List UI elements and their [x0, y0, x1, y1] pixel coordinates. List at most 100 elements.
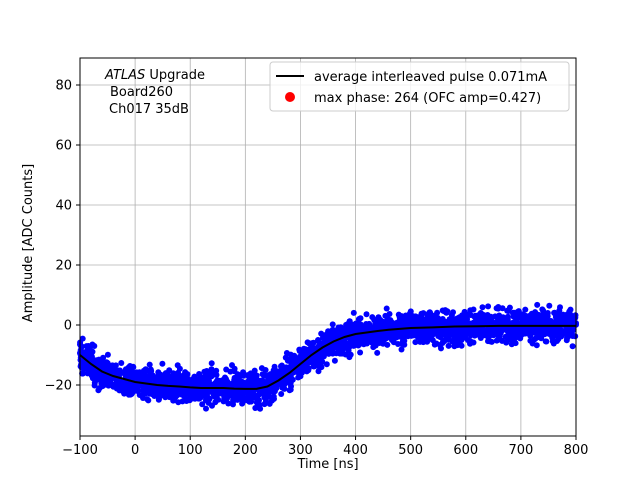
sample-point: [448, 312, 455, 319]
sample-point: [107, 376, 114, 383]
sample-point: [231, 377, 238, 384]
sample-point: [129, 384, 136, 391]
y-tick-label: 20: [55, 259, 72, 274]
sample-point: [538, 335, 545, 342]
sample-point: [289, 376, 296, 383]
sample-point: [194, 394, 200, 401]
sample-point: [372, 320, 379, 327]
x-tick-label: 300: [288, 443, 313, 458]
sample-point: [136, 392, 143, 398]
sample-point: [212, 399, 219, 406]
sample-point: [329, 321, 336, 328]
sample-point: [395, 341, 401, 347]
sample-point: [350, 321, 357, 328]
sample-point: [223, 366, 230, 373]
annotation-channel: Ch017 35dB: [109, 102, 189, 117]
sample-point: [279, 367, 285, 374]
sample-point: [417, 338, 424, 345]
sample-point: [143, 367, 149, 374]
sample-point: [288, 354, 295, 361]
sample-point: [315, 337, 322, 343]
sample-point: [282, 354, 289, 361]
sample-point: [262, 392, 269, 399]
sample-point: [333, 350, 340, 357]
sample-point: [426, 310, 432, 317]
sample-point: [399, 338, 406, 345]
sample-point: [297, 373, 304, 380]
sample-point: [111, 368, 118, 375]
sample-point: [521, 314, 528, 321]
sample-point: [313, 352, 320, 359]
sample-point: [475, 313, 482, 320]
sample-point: [479, 304, 486, 311]
sample-point: [128, 373, 135, 380]
sample-point: [208, 373, 215, 380]
sample-point: [83, 343, 90, 350]
sample-point: [119, 380, 126, 387]
sample-point: [219, 380, 226, 387]
sample-point: [175, 399, 182, 406]
sample-point: [230, 398, 237, 405]
sample-point: [310, 339, 317, 346]
sample-point: [383, 305, 390, 312]
x-tick-label: 400: [343, 443, 368, 458]
sample-point: [421, 321, 428, 328]
sample-point: [271, 395, 277, 402]
plot-frame: [79, 57, 577, 437]
sample-point: [149, 375, 156, 382]
sample-point: [314, 358, 321, 365]
y-tick-label: −20: [45, 379, 72, 394]
sample-point: [110, 383, 117, 390]
plot-area: [77, 301, 579, 412]
sample-point: [196, 371, 203, 377]
sample-point: [285, 375, 292, 382]
sample-point: [137, 374, 144, 381]
sample-point: [337, 341, 344, 348]
sample-point: [494, 319, 501, 326]
sample-point: [261, 401, 268, 408]
sample-point: [499, 327, 506, 334]
sample-point: [470, 306, 477, 313]
sample-point: [337, 324, 344, 331]
sample-point: [472, 331, 479, 338]
sample-point: [184, 371, 191, 378]
sample-point: [562, 328, 569, 335]
x-tick-label: 0: [131, 443, 139, 458]
sample-scatter: [77, 301, 579, 412]
sample-point: [551, 309, 558, 316]
average-pulse-line: [79, 324, 576, 390]
sample-point: [435, 329, 442, 336]
sample-point: [339, 346, 346, 353]
sample-point: [315, 368, 322, 375]
sample-point: [398, 346, 405, 353]
sample-point: [420, 310, 427, 317]
sample-point: [229, 362, 235, 369]
sample-point: [95, 361, 102, 368]
sample-point: [256, 380, 263, 387]
y-tick-label: 0: [64, 319, 72, 334]
sample-point: [439, 318, 446, 325]
sample-point: [203, 368, 210, 374]
sample-point: [156, 388, 163, 395]
sample-point: [522, 306, 529, 313]
x-axis-label: Time [ns]: [296, 457, 358, 472]
sample-point: [266, 400, 273, 407]
sample-point: [496, 333, 503, 340]
sample-point: [350, 342, 357, 349]
sample-point: [544, 313, 551, 320]
sample-point: [343, 324, 350, 331]
annotation-upgrade: Upgrade: [145, 68, 205, 83]
sample-point: [566, 308, 573, 315]
sample-point: [104, 351, 111, 358]
sample-point: [204, 392, 210, 398]
sample-point: [270, 367, 277, 374]
sample-point: [481, 313, 488, 320]
sample-point: [406, 331, 413, 338]
sample-point: [499, 337, 505, 344]
sample-point: [102, 381, 109, 388]
sample-point: [245, 373, 252, 380]
sample-point: [201, 374, 208, 380]
sample-point: [147, 390, 153, 397]
sample-point: [464, 337, 471, 343]
sample-point: [222, 396, 229, 403]
